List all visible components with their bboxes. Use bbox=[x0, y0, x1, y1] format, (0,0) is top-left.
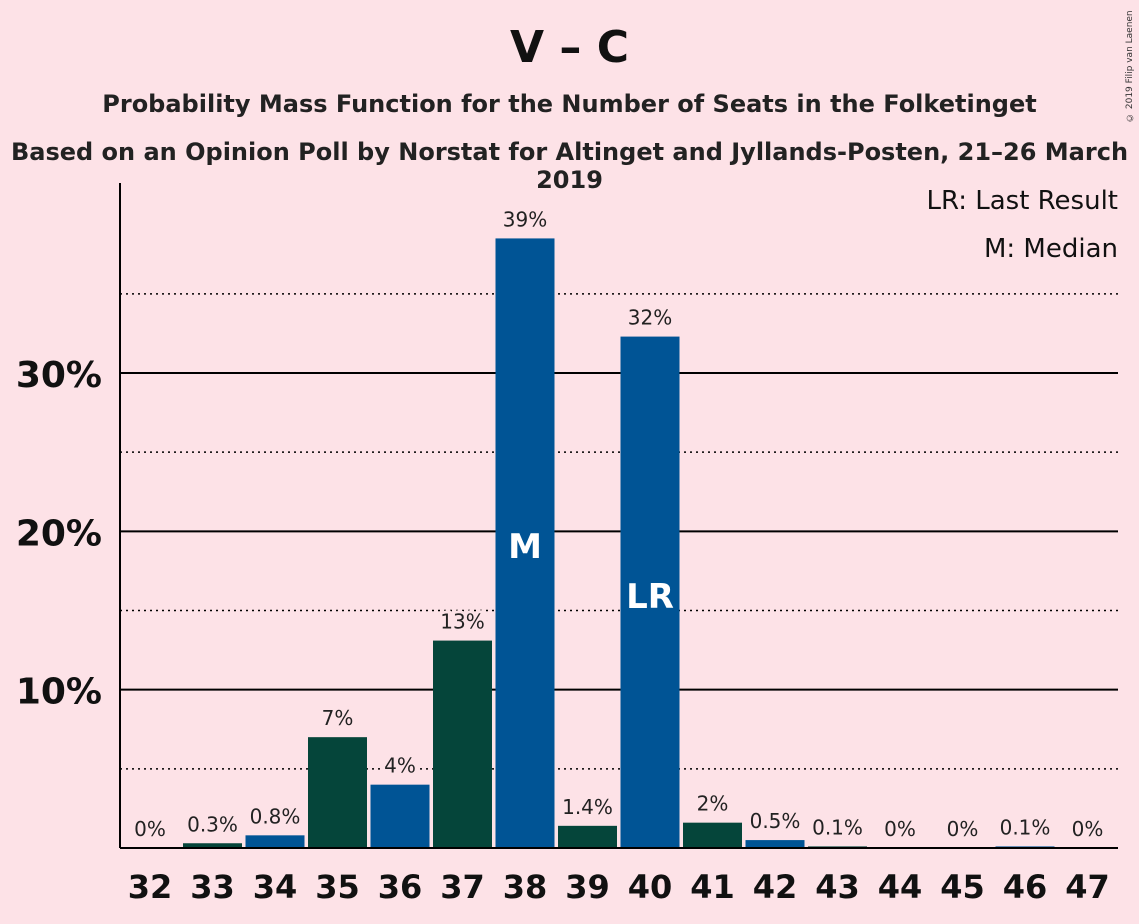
chart-subtitle: Probability Mass Function for the Number… bbox=[102, 90, 1037, 118]
bar-41 bbox=[683, 822, 742, 848]
value-label-44: 0% bbox=[884, 817, 916, 841]
labels: 0% 32 0.3% 33 0.8% 34 7% 35 4% 36 13% 37 39% 38 M 1.4% 3… bbox=[128, 204, 1110, 906]
x-tick-label-47: 47 bbox=[1065, 868, 1110, 906]
value-label-33: 0.3% bbox=[187, 812, 238, 836]
value-label-46: 0.1% bbox=[1000, 815, 1051, 839]
x-tick-label-39: 39 bbox=[565, 868, 610, 906]
x-tick-label-42: 42 bbox=[753, 868, 798, 906]
x-tick-label-32: 32 bbox=[128, 868, 173, 906]
x-tick-label-43: 43 bbox=[815, 868, 860, 906]
gridlines bbox=[120, 293, 1118, 770]
x-tick-label-44: 44 bbox=[878, 868, 923, 906]
value-label-43: 0.1% bbox=[812, 815, 863, 839]
x-tick-label-33: 33 bbox=[190, 868, 235, 906]
value-label-42: 0.5% bbox=[750, 809, 801, 833]
x-tick-label-34: 34 bbox=[253, 868, 298, 906]
x-tick-label-37: 37 bbox=[440, 868, 485, 906]
chart-title: V – C bbox=[510, 22, 629, 73]
bar-37 bbox=[433, 640, 492, 848]
bar-38 bbox=[495, 238, 555, 848]
axes: 10% 20% 30% bbox=[16, 183, 1118, 849]
x-tick-label-41: 41 bbox=[690, 868, 735, 906]
x-tick-label-45: 45 bbox=[940, 868, 985, 906]
value-label-34: 0.8% bbox=[250, 804, 301, 828]
bars bbox=[183, 238, 1055, 848]
value-label-32: 0% bbox=[134, 817, 166, 841]
value-label-35: 7% bbox=[322, 706, 354, 730]
bar-35 bbox=[308, 737, 367, 848]
x-tick-label-35: 35 bbox=[315, 868, 360, 906]
bar-33 bbox=[183, 843, 242, 848]
chart-subtitle-poll: Based on an Opinion Poll by Norstat for … bbox=[10, 138, 1129, 194]
bar-42 bbox=[745, 840, 805, 848]
marker-lr: LR bbox=[626, 577, 674, 617]
legend-median: M: Median bbox=[984, 234, 1118, 264]
x-tick-label-46: 46 bbox=[1003, 868, 1048, 906]
x-tick-label-40: 40 bbox=[628, 868, 673, 906]
y-tick-label-10: 10% bbox=[16, 672, 102, 713]
value-label-38: 39% bbox=[503, 207, 547, 231]
y-tick-label-20: 20% bbox=[16, 513, 102, 554]
value-label-40: 32% bbox=[628, 306, 672, 330]
bar-34 bbox=[245, 835, 305, 848]
value-label-47: 0% bbox=[1072, 817, 1104, 841]
value-label-39: 1.4% bbox=[562, 795, 613, 819]
bar-36 bbox=[370, 784, 430, 848]
legend-last-result: LR: Last Result bbox=[926, 186, 1118, 216]
bar-40 bbox=[620, 336, 680, 848]
value-label-37: 13% bbox=[440, 610, 484, 634]
value-label-41: 2% bbox=[697, 792, 729, 816]
bar-39 bbox=[558, 825, 617, 848]
value-label-36: 4% bbox=[384, 754, 416, 778]
marker-m: M bbox=[508, 527, 542, 567]
x-tick-label-38: 38 bbox=[503, 868, 548, 906]
x-tick-label-36: 36 bbox=[378, 868, 423, 906]
value-label-45: 0% bbox=[947, 817, 979, 841]
y-tick-label-30: 30% bbox=[16, 355, 102, 396]
